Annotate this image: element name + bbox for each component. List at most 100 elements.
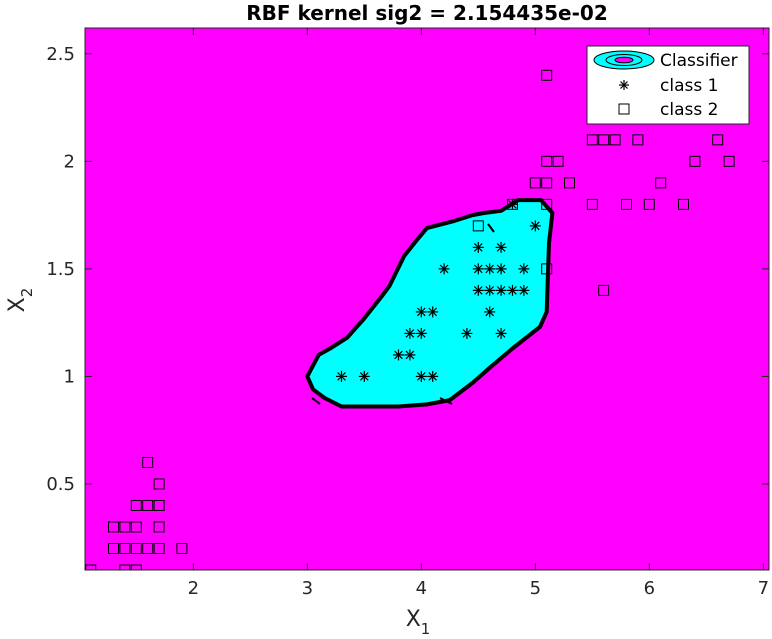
x-tick-label: 6	[644, 578, 655, 599]
class2-point	[176, 542, 188, 554]
class2-point	[678, 198, 689, 210]
class1-point	[427, 306, 439, 318]
boundary-tick	[487, 223, 495, 233]
class1-point	[507, 198, 518, 210]
class2-point	[621, 198, 632, 210]
boundary-tick	[439, 397, 453, 405]
class2-point	[119, 542, 131, 554]
class2-point	[586, 134, 598, 146]
class1-point	[472, 263, 484, 275]
class2-point	[564, 177, 575, 189]
class2-point	[108, 542, 119, 554]
y-axis-label-sub: 2	[18, 288, 36, 298]
y-axis-label: X2	[5, 288, 36, 313]
x-axis: 2 3 4 5 6 7	[188, 28, 769, 599]
class2-point	[472, 220, 484, 232]
class2-point	[153, 478, 165, 490]
legend-label-class2: class 2	[660, 100, 718, 120]
class1-point	[472, 241, 484, 253]
class1-point	[484, 284, 496, 296]
x-tick-label: 4	[416, 578, 427, 599]
class1-point	[427, 370, 439, 382]
class2-point	[586, 198, 598, 210]
boundary-tick	[311, 397, 321, 405]
x-tick-label: 3	[302, 578, 313, 599]
class2-point	[130, 499, 142, 511]
class2-point	[541, 155, 553, 167]
boundary-ticks	[311, 223, 495, 405]
class2-point	[609, 134, 621, 146]
y-tick-label: 1	[64, 366, 75, 387]
class1-point	[415, 306, 427, 318]
class2-point	[723, 155, 735, 167]
y-axis: 0.5 1 1.5 2 2.5	[46, 44, 769, 495]
x-tick-label: 5	[530, 578, 541, 599]
class1-point	[336, 370, 347, 382]
class2-point	[541, 69, 553, 81]
class2-point	[689, 155, 701, 167]
class2-point	[541, 198, 553, 210]
class2-point	[529, 177, 541, 189]
class2-point	[643, 198, 655, 210]
class1-point	[507, 284, 518, 296]
class1-point	[393, 349, 404, 361]
legend-class1-symbol	[619, 80, 629, 90]
class1-point	[358, 370, 370, 382]
class1-point	[404, 327, 416, 339]
y-tick-label: 2	[64, 151, 75, 172]
class2-point	[142, 542, 154, 554]
legend: Classifier class 1 class 2	[586, 45, 750, 125]
classifier-region	[305, 198, 555, 409]
class2-point	[119, 564, 131, 570]
legend-label-class1: class 1	[660, 76, 718, 96]
data-markers	[85, 69, 735, 570]
class2-point	[541, 263, 553, 275]
class1-point	[404, 349, 416, 361]
class1-point	[495, 241, 507, 253]
class1-point	[438, 263, 450, 275]
class1-point	[495, 327, 507, 339]
class1-point	[529, 220, 541, 232]
class2-point	[153, 499, 165, 511]
legend-classifier-symbol	[593, 50, 655, 70]
legend-class2-symbol	[618, 103, 630, 115]
class1-point	[472, 284, 484, 296]
chart-title: RBF kernel sig2 = 2.154435e-02	[246, 1, 607, 25]
class2-point	[108, 521, 119, 533]
y-tick-label: 1.5	[46, 259, 75, 280]
class1-point	[518, 263, 530, 275]
class2-point	[598, 284, 610, 296]
class2-point	[712, 134, 724, 146]
class2-point	[552, 155, 564, 167]
class2-point	[142, 456, 154, 468]
class2-point	[85, 564, 97, 570]
x-tick-label: 2	[188, 578, 199, 599]
class2-point	[655, 177, 667, 189]
class2-point	[142, 499, 154, 511]
class1-point	[415, 370, 427, 382]
class1-point	[484, 263, 496, 275]
class1-point	[415, 327, 427, 339]
class1-point	[518, 284, 530, 296]
class2-point	[507, 198, 518, 210]
legend-label-classifier: Classifier	[660, 51, 738, 71]
y-tick-label: 2.5	[46, 44, 75, 65]
class1-point	[461, 327, 473, 339]
class2-point	[153, 542, 165, 554]
class1-point	[484, 306, 496, 318]
class1-point	[495, 284, 507, 296]
x-axis-label-main: X	[406, 607, 421, 632]
y-tick-label: 0.5	[46, 474, 75, 495]
x-axis-label: X1	[406, 607, 431, 638]
class1-point	[495, 263, 507, 275]
y-axis-label-main: X	[5, 297, 30, 312]
class2-point	[598, 134, 610, 146]
class2-point	[541, 177, 553, 189]
class2-point	[119, 521, 131, 533]
class2-point	[632, 134, 644, 146]
x-axis-label-sub: 1	[421, 620, 431, 638]
class2-point	[130, 521, 142, 533]
class2-point	[130, 564, 142, 570]
x-tick-label: 7	[758, 578, 769, 599]
